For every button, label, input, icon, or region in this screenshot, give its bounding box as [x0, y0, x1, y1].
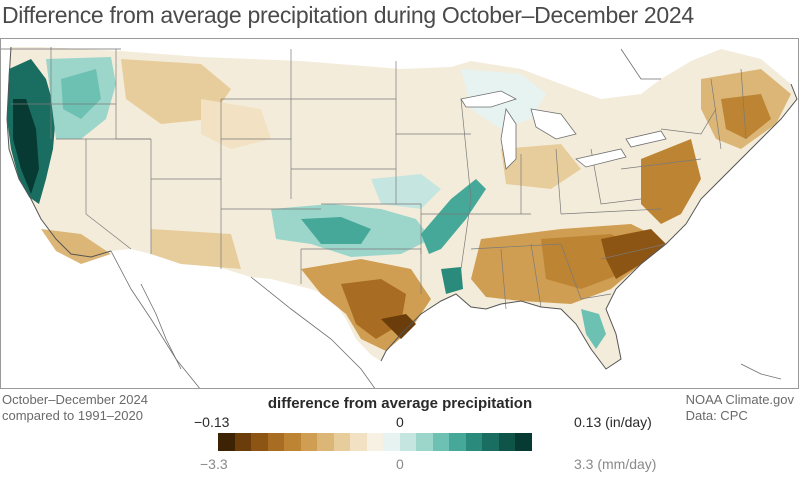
legend-swatch — [350, 433, 367, 451]
legend-swatch — [432, 433, 449, 451]
legend-title: difference from average precipitation — [267, 395, 533, 412]
legend-swatch — [284, 433, 301, 451]
legend-swatch — [317, 433, 334, 451]
legend-swatch — [366, 433, 383, 451]
legend-swatch — [465, 433, 482, 451]
legend-swatch — [218, 433, 235, 451]
great-lakes — [460, 90, 667, 170]
period-line-1: October–December 2024 — [2, 392, 148, 407]
legend-swatch — [399, 433, 416, 451]
legend-bottom-mid: 0 — [396, 456, 404, 472]
neighbor-outlines — [1, 48, 782, 388]
legend-color-bar — [218, 433, 532, 451]
credit-note: NOAA Climate.gov Data: CPC — [686, 392, 794, 424]
legend-swatch — [498, 433, 515, 451]
period-line-2: compared to 1991–2020 — [2, 408, 143, 423]
coastline — [6, 46, 112, 258]
legend-swatch — [515, 433, 532, 451]
legend-top-max: 0.13 (in/day) — [574, 414, 652, 430]
map-title: Difference from average precipitation du… — [2, 2, 694, 28]
credit-line-1: NOAA Climate.gov — [685, 392, 794, 407]
legend-swatch — [251, 433, 268, 451]
map-panel — [0, 38, 799, 389]
legend-swatch — [267, 433, 284, 451]
legend-swatch — [449, 433, 466, 451]
legend-top-mid: 0 — [396, 414, 404, 430]
legend-swatch — [300, 433, 317, 451]
legend-swatch — [383, 433, 400, 451]
state-borders — [11, 47, 747, 310]
precipitation-map — [1, 46, 798, 388]
legend-top-min: −0.13 — [194, 414, 230, 430]
legend-swatch — [416, 433, 433, 451]
legend-bottom-max: 3.3 (mm/day) — [574, 456, 657, 472]
period-note: October–December 2024 compared to 1991–2… — [2, 392, 148, 424]
legend-swatch — [482, 433, 499, 451]
legend-swatch — [234, 433, 251, 451]
credit-line-2: Data: CPC — [685, 408, 748, 423]
drier-areas — [41, 59, 791, 351]
legend-swatch — [333, 433, 350, 451]
legend-bottom-min: −3.3 — [200, 456, 228, 472]
